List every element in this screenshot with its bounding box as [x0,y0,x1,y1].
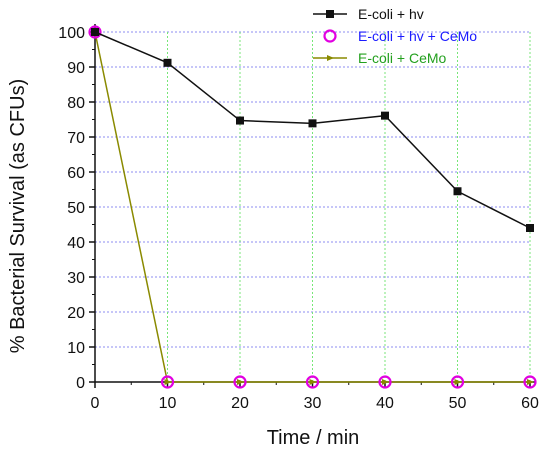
data-point-e-coli-cemo [164,379,172,385]
data-point-e-coli-hv [236,116,244,125]
y-tick-label: 40 [67,235,85,252]
legend-marker-e-coli-cemo [327,55,334,61]
data-point-e-coli-hv-cemo [378,375,392,389]
data-point-e-coli-hv [91,28,99,36]
data-point-e-coli-hv-cemo [160,375,175,389]
y-tick-label: 30 [67,270,85,287]
plot-area [88,25,537,389]
y-tick-label: 20 [67,305,85,322]
x-tick-label: 0 [91,395,100,412]
y-tick-label: 50 [67,200,85,217]
data-point-e-coli-hv [453,187,462,196]
legend: E-coli + hv E-coli + hv + CeMo E-coli + Ce… [313,6,477,66]
data-point-e-coli-cemo [382,379,389,385]
data-point-e-coli-cemo [237,379,244,385]
data-point-e-coli-cemo [527,379,534,385]
axes: 0 10 20 30 40 50 60 70 80 90 100 0 10 20 30 40 50 60 [58,24,539,412]
x-tick-label: 30 [304,395,322,412]
legend-marker-e-coli-hv-cemo [323,29,337,43]
data-point-e-coli-hv [308,119,317,128]
data-point-e-coli-hv-cemo [305,375,320,389]
y-tick-label: 60 [67,165,85,182]
data-point-e-coli-hv-cemo [523,375,537,389]
x-tick-label: 60 [521,395,539,412]
data-point-e-coli-hv-cemo [233,375,247,389]
legend-label-e-coli-cemo: E-coli + CeMo [358,50,447,66]
legend-marker-e-coli-hv [326,10,334,18]
x-tick-label: 40 [376,395,394,412]
y-tick-label: 80 [67,95,85,112]
data-point-e-coli-cemo [454,379,462,385]
y-tick-label: 70 [67,130,85,147]
data-point-e-coli-hv [163,58,172,67]
data-point-e-coli-hv [526,224,534,232]
data-point-e-coli-hv [381,111,389,120]
grid [95,31,531,382]
data-point-e-coli-cemo [309,379,317,385]
y-tick-label: 10 [67,340,85,357]
y-axis-title: % Bacterial Survival (as CFUs) [7,79,29,354]
x-tick-label: 20 [231,395,249,412]
y-tick-label: 100 [58,25,85,42]
legend-label-e-coli-hv-cemo: E-coli + hv + CeMo [358,28,477,44]
data-point-e-coli-hv-cemo [450,375,465,389]
data-point-e-coli-hv-cemo [88,25,102,39]
x-tick-label: 50 [449,395,467,412]
legend-label-e-coli-hv: E-coli + hv [358,6,424,22]
y-tick-label: 0 [76,375,85,392]
x-tick-label: 10 [159,395,177,412]
y-tick-label: 90 [67,60,85,77]
x-axis-title: Time / min [267,427,360,449]
